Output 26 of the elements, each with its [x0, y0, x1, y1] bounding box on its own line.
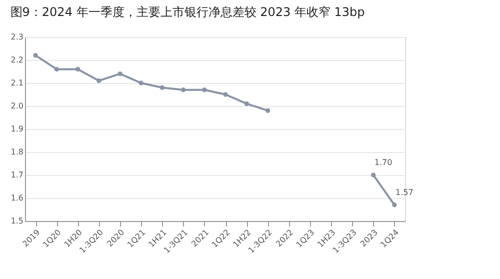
point	[75, 66, 80, 72]
point	[96, 78, 102, 84]
point	[160, 85, 165, 90]
y-tick-label: 2.2	[10, 56, 24, 64]
y-tick-label: 1.5	[10, 216, 24, 226]
point	[370, 172, 376, 178]
point	[118, 71, 122, 76]
y-tick-label: 2.1	[10, 78, 24, 88]
point	[244, 101, 250, 106]
point	[202, 88, 207, 92]
point	[54, 66, 60, 72]
point	[33, 53, 38, 58]
data-label: 1.57	[396, 188, 414, 197]
data-label: 1.70	[374, 158, 392, 167]
chart-title: 图9：2024 年一季度，主要上市银行净息差较 2023 年收窄 13bp	[10, 5, 365, 19]
point	[392, 202, 397, 208]
point	[180, 88, 186, 92]
point	[223, 92, 228, 97]
y-tick-label: 1.7	[10, 170, 24, 180]
y-tick-label: 2.3	[10, 32, 24, 42]
y-tick-label: 1.8	[10, 148, 24, 156]
point	[265, 108, 270, 113]
y-tick-label: 1.6	[10, 194, 24, 202]
y-tick-label: 1.9	[10, 124, 24, 134]
point	[138, 80, 144, 86]
y-tick-label: 2.0	[10, 102, 24, 110]
